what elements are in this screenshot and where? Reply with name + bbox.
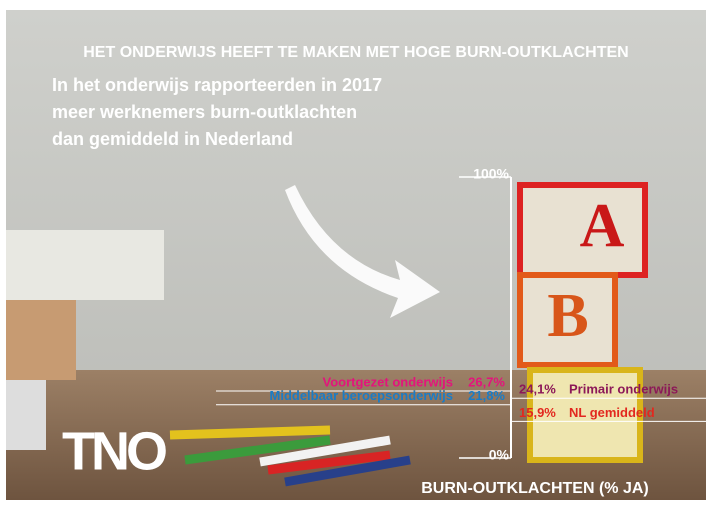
subtitle: In het onderwijs rapporteerden in 2017 me… — [52, 75, 382, 149]
background: A B — [6, 10, 706, 500]
subtitle-line: In het onderwijs rapporteerden in 2017 — [52, 75, 382, 95]
y-tick-label: 100% — [473, 166, 509, 182]
value-label: 15,9% — [519, 405, 556, 420]
value-label: 21,8% — [468, 388, 505, 403]
svg-text:A: A — [580, 192, 625, 260]
category-label: Middelbaar beroepsonderwijs — [270, 388, 454, 403]
title: HET ONDERWIJS HEEFT TE MAKEN MET HOGE BU… — [83, 44, 628, 61]
subtitle-line: meer werknemers burn-outklachten — [52, 102, 357, 122]
category-label: Voortgezet onderwijs — [323, 374, 454, 389]
category-label: Primair onderwijs — [569, 382, 678, 397]
subtitle-line: dan gemiddeld in Nederland — [52, 129, 293, 149]
logo: TNO — [62, 421, 166, 481]
value-label: 26,7% — [468, 374, 505, 389]
value-label: 24,1% — [519, 382, 556, 397]
category-label: NL gemiddeld — [569, 405, 655, 420]
svg-text:B: B — [547, 282, 588, 350]
axis-label: BURN-OUTKLACHTEN (% JA) — [421, 480, 649, 497]
y-tick-label: 0% — [489, 447, 510, 463]
